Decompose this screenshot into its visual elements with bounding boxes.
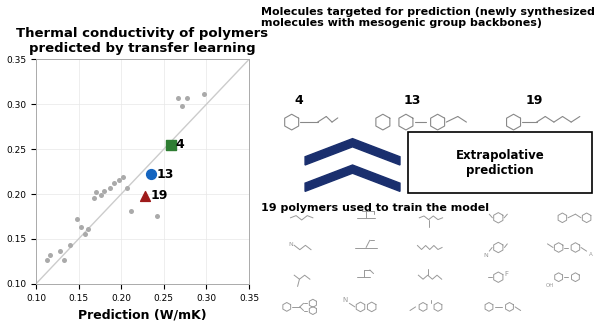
Text: N: N	[484, 253, 488, 258]
Text: 13: 13	[156, 168, 173, 181]
Text: N: N	[289, 242, 293, 247]
Text: 4: 4	[176, 138, 184, 151]
Text: 19: 19	[150, 189, 167, 202]
Point	[80, 231, 89, 236]
Point	[76, 225, 86, 230]
FancyBboxPatch shape	[409, 132, 592, 193]
Text: N: N	[342, 297, 347, 303]
Point	[152, 213, 162, 218]
Text: Extrapolative
prediction: Extrapolative prediction	[455, 148, 544, 177]
Point	[106, 185, 115, 190]
Point	[166, 142, 175, 147]
Point	[127, 209, 136, 214]
Text: 13: 13	[403, 94, 421, 107]
Text: F: F	[505, 271, 509, 277]
Point	[89, 195, 99, 200]
Point	[46, 252, 55, 258]
Point	[118, 174, 128, 180]
Point	[173, 95, 183, 101]
Point	[122, 185, 132, 190]
Text: 19: 19	[526, 94, 543, 107]
Text: A: A	[589, 251, 592, 257]
Point	[72, 216, 82, 222]
Polygon shape	[305, 139, 400, 165]
Text: OH: OH	[545, 283, 554, 288]
Point	[100, 189, 109, 194]
Point	[55, 248, 65, 253]
Text: 19 polymers used to train the model: 19 polymers used to train the model	[261, 203, 489, 213]
Point	[182, 95, 191, 101]
Point	[177, 103, 187, 109]
Title: Thermal conductivity of polymers
predicted by transfer learning: Thermal conductivity of polymers predict…	[16, 27, 269, 55]
Point	[96, 192, 106, 198]
X-axis label: Prediction (W/mK): Prediction (W/mK)	[78, 308, 207, 321]
Text: 4: 4	[295, 94, 304, 107]
Text: Molecules targeted for prediction (newly synthesized
molecules with mesogenic gr: Molecules targeted for prediction (newly…	[261, 7, 595, 28]
Point	[140, 193, 150, 198]
Point	[92, 190, 101, 195]
Point	[83, 226, 93, 232]
Point	[110, 181, 119, 186]
Polygon shape	[305, 165, 400, 191]
Point	[59, 258, 69, 263]
Point	[42, 257, 52, 262]
Point	[114, 177, 124, 182]
Point	[65, 243, 75, 248]
Point	[146, 172, 156, 177]
Point	[199, 91, 209, 96]
